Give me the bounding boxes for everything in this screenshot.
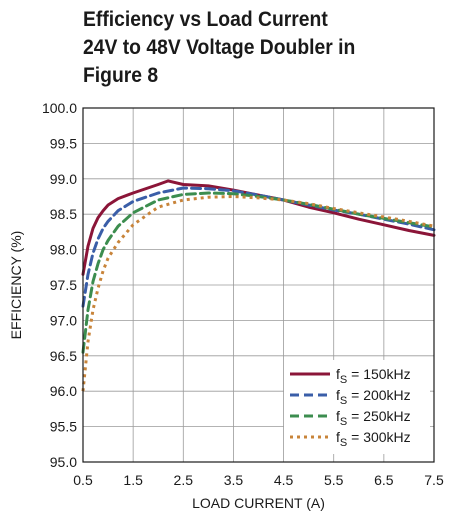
- y-tick-label: 95.5: [50, 419, 77, 435]
- legend-label-2: fS = 200kHz: [336, 387, 411, 407]
- tick-labels: 0.5 1.5 2.5 3.5 4.5 5.5 6.5 7.5 95.0 95.5 96.0 96.5…: [42, 100, 444, 488]
- y-tick-label: 96.0: [50, 383, 77, 399]
- y-tick-label: 95.0: [50, 454, 77, 470]
- legend-label-1: fS = 150kHz: [336, 366, 411, 386]
- x-tick-label: 0.5: [73, 472, 93, 488]
- y-tick-label: 97.0: [50, 312, 77, 328]
- y-tick-label: 100.0: [42, 100, 77, 116]
- chart-title-line-2: 24V to 48V Voltage Doubler in: [83, 36, 356, 59]
- y-tick-label: 97.5: [50, 277, 77, 293]
- y-tick-label: 96.5: [50, 348, 77, 364]
- x-tick-label: 7.5: [424, 472, 444, 488]
- chart-title-line-1: Efficiency vs Load Current: [83, 8, 328, 31]
- series-lines: [81, 179, 436, 392]
- plot-frame: [82, 107, 435, 463]
- y-axis-label: EFFICIENCY (%): [8, 231, 24, 340]
- y-tick-label: 98.0: [50, 242, 77, 258]
- x-tick-label: 1.5: [123, 472, 143, 488]
- x-tick-label: 2.5: [174, 472, 194, 488]
- series-line-1: [81, 179, 436, 276]
- series-line-4: [81, 195, 435, 392]
- y-tick-label: 99.5: [50, 135, 77, 151]
- x-tick-label: 5.5: [324, 472, 344, 488]
- chart-title: Efficiency vs Load Current 24V to 48V Vo…: [83, 6, 423, 90]
- y-tick-label: 98.5: [50, 206, 77, 222]
- legend-label-4: fS = 300kHz: [336, 429, 411, 449]
- legend-box: [284, 360, 430, 454]
- chart-title-line-3: Figure 8: [83, 64, 159, 87]
- y-tick-label: 99.0: [50, 171, 77, 187]
- series-line-2: [81, 186, 436, 308]
- x-tick-label: 6.5: [374, 472, 394, 488]
- x-tick-label: 4.5: [274, 472, 294, 488]
- legend-label-3: fS = 250kHz: [336, 408, 411, 428]
- x-axis-label: LOAD CURRENT (A): [192, 495, 325, 511]
- x-tick-label: 3.5: [224, 472, 244, 488]
